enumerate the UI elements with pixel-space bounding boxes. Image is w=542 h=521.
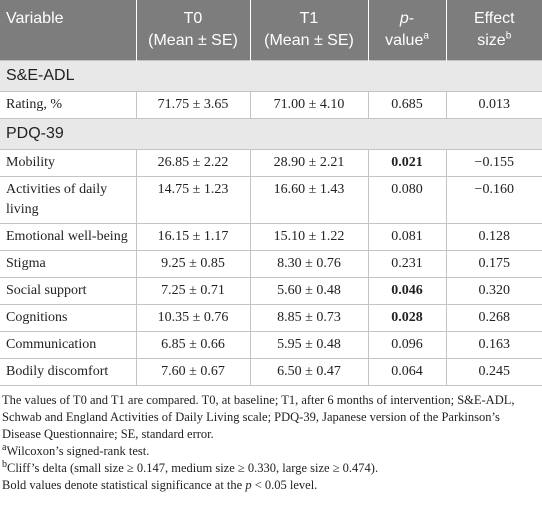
row-label: Mobility xyxy=(0,149,137,177)
footnote-mark: b xyxy=(505,30,512,42)
header-cell: Effect sizeb xyxy=(445,0,542,61)
table-body: S&E-ADL Rating, % 71.75 ± 3.65 71.00 ± 4.10… xyxy=(0,60,542,386)
cell: 26.85 ± 2.22 xyxy=(135,149,251,177)
cell: 7.60 ± 0.67 xyxy=(135,358,251,386)
header-text: (Mean ± SE) xyxy=(148,32,238,49)
cell: 0.268 xyxy=(445,304,542,332)
cell: 6.85 ± 0.66 xyxy=(135,331,251,359)
cell: 28.90 ± 2.21 xyxy=(249,149,369,177)
footnote-text: Bold values denote statistical significa… xyxy=(2,478,246,492)
footnote-mark: a xyxy=(423,30,429,42)
cell: 8.85 ± 0.73 xyxy=(249,304,369,332)
footnote-text: Wilcoxon’s signed-rank test. xyxy=(6,444,150,458)
footnote-mark: a xyxy=(2,441,7,453)
data-row: Emotional well-being 16.15 ± 1.17 15.10 ± … xyxy=(0,223,542,251)
cell: 0.081 xyxy=(367,223,447,251)
row-label: Emotional well-being xyxy=(0,223,137,251)
section-title: PDQ-39 xyxy=(0,118,542,150)
data-row: Activities of daily living 14.75 ± 1.23 16… xyxy=(0,176,542,224)
header-text: - xyxy=(408,10,415,27)
cell: 0.064 xyxy=(367,358,447,386)
cell: 16.15 ± 1.17 xyxy=(135,223,251,251)
header-text: Variable xyxy=(6,10,64,27)
data-row: Stigma 9.25 ± 0.85 8.30 ± 0.76 0.231 0.175 xyxy=(0,250,542,278)
header-text: value xyxy=(385,32,424,49)
cell: −0.160 xyxy=(445,176,542,224)
cell: 71.75 ± 3.65 xyxy=(135,91,251,119)
footnote-mark: b xyxy=(2,458,7,470)
cell: 0.685 xyxy=(367,91,447,119)
data-row: Rating, % 71.75 ± 3.65 71.00 ± 4.10 0.685 0.… xyxy=(0,91,542,119)
footnote-text: Cliff’s delta (small size ≥ 0.147, mediu… xyxy=(7,461,379,475)
header-text: T0 xyxy=(183,10,203,27)
cell: 0.013 xyxy=(445,91,542,119)
cell: 0.245 xyxy=(445,358,542,386)
section-row: PDQ-39 xyxy=(0,118,542,150)
cell: 0.231 xyxy=(367,250,447,278)
header-cell: p- valuea xyxy=(367,0,446,61)
cell: 0.021 xyxy=(367,149,447,177)
header-cell: T1 (Mean ± SE) xyxy=(249,0,368,61)
cell: 0.096 xyxy=(367,331,447,359)
footnote-text: The values of T0 and T1 are compared. T0… xyxy=(2,393,515,441)
cell: 0.128 xyxy=(445,223,542,251)
row-label: Cognitions xyxy=(0,304,137,332)
footnote-text: < 0.05 level. xyxy=(251,478,318,492)
cell: 71.00 ± 4.10 xyxy=(249,91,369,119)
cell: 0.046 xyxy=(367,277,447,305)
data-row: Cognitions 10.35 ± 0.76 8.85 ± 0.73 0.028 0.… xyxy=(0,304,542,332)
cell: 14.75 ± 1.23 xyxy=(135,176,251,224)
row-label: Rating, % xyxy=(0,91,137,119)
footnote: aWilcoxon’s signed-rank test. xyxy=(2,441,540,460)
footnotes: The values of T0 and T1 are compared. T0… xyxy=(0,386,542,494)
cell: 9.25 ± 0.85 xyxy=(135,250,251,278)
cell: 0.163 xyxy=(445,331,542,359)
cell: 5.95 ± 0.48 xyxy=(249,331,369,359)
footnote: Bold values denote statistical significa… xyxy=(2,477,540,494)
cell: 16.60 ± 1.43 xyxy=(249,176,369,224)
cell: 8.30 ± 0.76 xyxy=(249,250,369,278)
data-row: Mobility 26.85 ± 2.22 28.90 ± 2.21 0.021 −0.… xyxy=(0,149,542,177)
cell: 0.320 xyxy=(445,277,542,305)
header-row: Variable T0 (Mean ± SE) T1 (Mean ± SE) p- valu… xyxy=(0,0,542,61)
cell: −0.155 xyxy=(445,149,542,177)
row-label: Bodily discomfort xyxy=(0,358,137,386)
cell: 7.25 ± 0.71 xyxy=(135,277,251,305)
row-label: Stigma xyxy=(0,250,137,278)
cell: 5.60 ± 0.48 xyxy=(249,277,369,305)
section-title: S&E-ADL xyxy=(0,60,542,92)
cell: 15.10 ± 1.22 xyxy=(249,223,369,251)
footnote: The values of T0 and T1 are compared. T0… xyxy=(2,392,540,443)
header-text: Effect xyxy=(473,10,515,27)
cell: 0.028 xyxy=(367,304,447,332)
row-label: Social support xyxy=(0,277,137,305)
results-table: Variable T0 (Mean ± SE) T1 (Mean ± SE) p- valu… xyxy=(0,0,542,386)
data-row: Social support 7.25 ± 0.71 5.60 ± 0.48 0.04… xyxy=(0,277,542,305)
row-label: Communication xyxy=(0,331,137,359)
cell: 10.35 ± 0.76 xyxy=(135,304,251,332)
header-cell: T0 (Mean ± SE) xyxy=(135,0,250,61)
header-text: size xyxy=(477,32,506,49)
data-row: Communication 6.85 ± 0.66 5.95 ± 0.48 0.096… xyxy=(0,331,542,359)
cell: 0.080 xyxy=(367,176,447,224)
cell: 6.50 ± 0.47 xyxy=(249,358,369,386)
header-italic: p xyxy=(399,10,409,27)
section-row: S&E-ADL xyxy=(0,60,542,92)
header-cell: Variable xyxy=(0,0,136,61)
data-row: Bodily discomfort 7.60 ± 0.67 6.50 ± 0.47 0… xyxy=(0,358,542,386)
row-label: Activities of daily living xyxy=(0,176,137,224)
header-text: T1 xyxy=(299,10,319,27)
footnote: bCliff’s delta (small size ≥ 0.147, medi… xyxy=(2,458,540,477)
header-text: (Mean ± SE) xyxy=(264,32,354,49)
cell: 0.175 xyxy=(445,250,542,278)
footnote-text: p xyxy=(245,478,252,492)
